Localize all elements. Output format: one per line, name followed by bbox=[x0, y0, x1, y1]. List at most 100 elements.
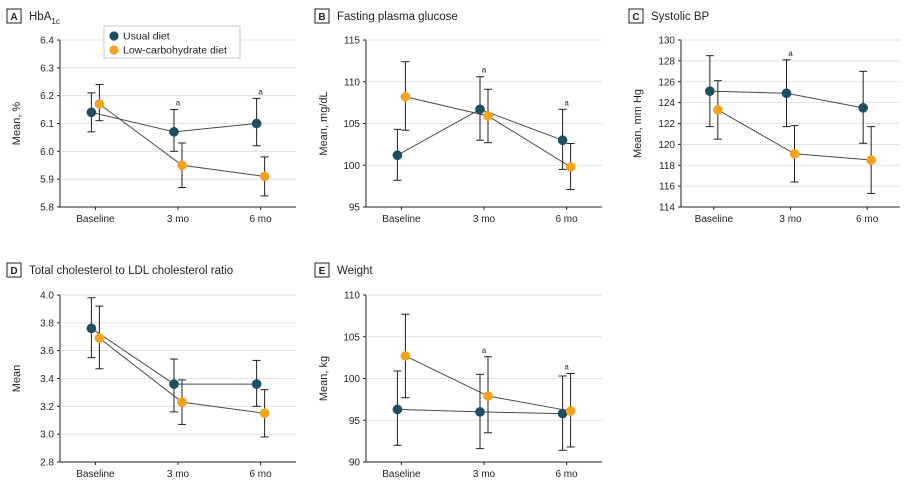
x-tick-label: 3 mo bbox=[167, 214, 190, 225]
data-point-usual-diet bbox=[705, 86, 715, 96]
x-tick-label: Baseline bbox=[695, 214, 734, 225]
y-tick-label: 90 bbox=[349, 458, 361, 469]
panel-letter-box bbox=[6, 8, 22, 24]
y-tick-label: 114 bbox=[659, 203, 675, 214]
panel-letter: E bbox=[319, 266, 326, 277]
panel-d: D Total cholesterol to LDL cholesterol ra… bbox=[6, 262, 296, 480]
significance-marker: a bbox=[482, 66, 487, 75]
data-point-low-carb-diet bbox=[94, 333, 105, 343]
data-point-usual-diet bbox=[86, 323, 97, 334]
y-tick-label: 105 bbox=[343, 332, 360, 343]
y-tick-label: 3.8 bbox=[40, 318, 54, 329]
y-tick-label: 110 bbox=[344, 291, 360, 302]
legend: Usual diet Low-carbohydrate diet bbox=[103, 25, 241, 59]
y-axis-label: Mean, kg bbox=[318, 356, 330, 401]
panel-letter-box bbox=[314, 262, 330, 278]
panel-e: E Weight 110 105 100 95 90 Mean, kg Baseline 3 mo… bbox=[314, 262, 602, 480]
x-tick-label: Baseline bbox=[382, 469, 421, 480]
x-tick-label: 6 mo bbox=[249, 214, 272, 225]
data-point-usual-diet bbox=[475, 407, 485, 417]
y-tick-label: 118 bbox=[659, 161, 675, 172]
data-point-low-carb-diet bbox=[177, 160, 187, 171]
y-tick-label: 6.1 bbox=[40, 119, 54, 130]
panel-title: Fasting plasma glucose bbox=[337, 11, 458, 23]
legend-box bbox=[103, 25, 241, 59]
data-point-usual-diet bbox=[169, 379, 179, 389]
y-tick-label: 6.4 bbox=[40, 36, 54, 47]
y-tick-label: 115 bbox=[344, 36, 360, 47]
y-tick-label: 6.3 bbox=[40, 63, 54, 74]
y-axis-label: Mean, mm Hg bbox=[632, 89, 644, 158]
panel-c: C Systolic BP 130 128 126 124 122 120 118 116 114 M… bbox=[628, 8, 900, 225]
significance-marker: a bbox=[258, 87, 263, 96]
x-tick-label: 6 mo bbox=[555, 214, 578, 225]
y-tick-label: 3.2 bbox=[40, 402, 54, 413]
data-point-low-carb-diet bbox=[565, 162, 576, 172]
panel-letter: A bbox=[10, 12, 17, 23]
x-tick-label: 6 mo bbox=[249, 469, 272, 480]
y-tick-label: 122 bbox=[658, 119, 675, 130]
panel-title: Weight bbox=[337, 265, 373, 277]
data-point-usual-diet bbox=[781, 88, 792, 99]
data-point-low-carb-diet bbox=[789, 148, 800, 159]
x-tick-label: 3 mo bbox=[473, 469, 496, 480]
y-tick-label: 130 bbox=[658, 36, 675, 47]
y-tick-label: 3.4 bbox=[40, 374, 54, 385]
x-tick-label: Baseline bbox=[382, 214, 421, 225]
panel-title: Systolic BP bbox=[651, 11, 709, 23]
legend-swatch-usual-diet bbox=[109, 31, 119, 41]
y-tick-label: 5.8 bbox=[40, 203, 54, 214]
y-tick-label: 126 bbox=[658, 77, 675, 88]
data-point-usual-diet bbox=[169, 127, 179, 137]
y-axis-label: Mean, mg/dL bbox=[318, 91, 330, 155]
y-tick-label: 6.2 bbox=[40, 91, 54, 102]
significance-marker: a bbox=[176, 99, 181, 108]
panel-a: A HbA1c 6.4 6.3 6.2 6.1 6.0 5.9 5.8 Mean, % Baseli… bbox=[6, 8, 296, 225]
data-point-low-carb-diet bbox=[483, 111, 493, 121]
data-point-usual-diet bbox=[251, 379, 262, 389]
data-point-low-carb-diet bbox=[94, 99, 105, 109]
panel-letter-box bbox=[6, 262, 22, 278]
panel-letter-box bbox=[628, 8, 644, 24]
y-tick-label: 105 bbox=[343, 119, 360, 130]
panel-title: HbA1c bbox=[29, 11, 60, 26]
x-tick-label: 6 mo bbox=[856, 214, 879, 225]
panel-letter: C bbox=[632, 12, 639, 23]
legend-label: Low-carbohydrate diet bbox=[123, 45, 227, 57]
y-tick-label: 4.0 bbox=[40, 291, 54, 302]
y-tick-label: 128 bbox=[658, 56, 675, 67]
data-point-low-carb-diet bbox=[400, 351, 411, 361]
y-tick-label: 6.0 bbox=[40, 147, 54, 158]
data-point-low-carb-diet bbox=[565, 406, 576, 416]
data-point-low-carb-diet bbox=[259, 171, 270, 182]
data-point-low-carb-diet bbox=[400, 91, 411, 102]
y-tick-label: 5.9 bbox=[40, 175, 54, 186]
data-point-low-carb-diet bbox=[259, 408, 270, 419]
panel-letter: D bbox=[10, 266, 17, 277]
y-tick-label: 100 bbox=[343, 374, 360, 385]
significance-marker: a bbox=[482, 346, 487, 355]
y-tick-label: 116 bbox=[659, 182, 675, 193]
y-tick-label: 100 bbox=[343, 161, 360, 172]
y-tick-label: 110 bbox=[344, 77, 360, 88]
y-tick-label: 124 bbox=[658, 98, 675, 109]
x-tick-label: 3 mo bbox=[167, 469, 190, 480]
data-point-usual-diet bbox=[392, 150, 403, 161]
data-point-usual-diet bbox=[557, 135, 568, 146]
y-tick-label: 95 bbox=[349, 416, 361, 427]
x-tick-label: Baseline bbox=[76, 469, 115, 480]
y-axis-label: Mean bbox=[11, 365, 23, 393]
panel-title-subscript: 1c bbox=[51, 17, 59, 26]
significance-marker: a bbox=[788, 49, 793, 58]
y-tick-label: 2.8 bbox=[40, 458, 54, 469]
data-point-usual-diet bbox=[251, 118, 262, 129]
y-tick-label: 3.6 bbox=[40, 346, 54, 357]
x-tick-label: 3 mo bbox=[779, 214, 802, 225]
y-tick-label: 3.0 bbox=[40, 430, 54, 441]
significance-marker: a bbox=[564, 98, 569, 107]
y-tick-label: 120 bbox=[658, 140, 675, 151]
data-point-usual-diet bbox=[858, 102, 869, 113]
panel-title: Total cholesterol to LDL cholesterol rat… bbox=[29, 265, 233, 277]
data-point-low-carb-diet bbox=[713, 105, 723, 115]
